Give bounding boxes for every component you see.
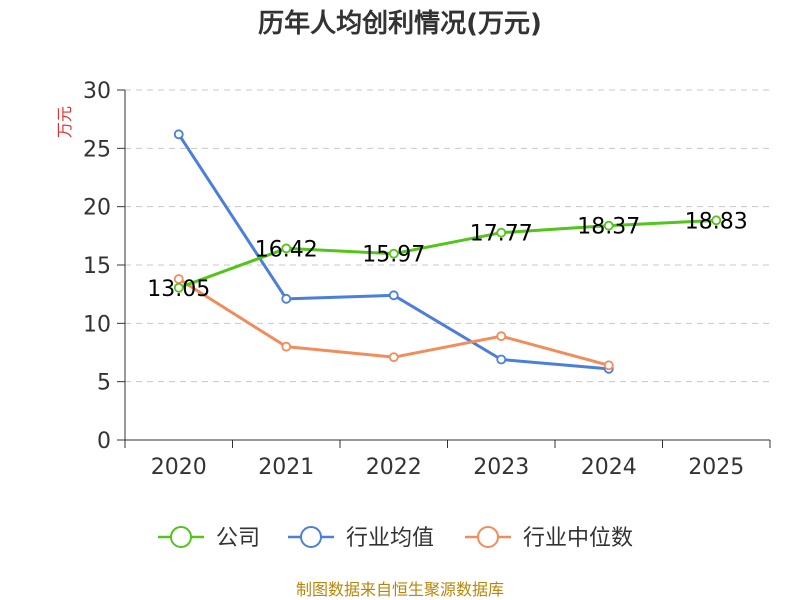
data-point (281, 341, 292, 352)
legend-label: 行业中位数 (523, 526, 633, 551)
x-tick-label: 2024 (581, 455, 637, 480)
data-point (496, 354, 507, 365)
data-point (281, 293, 292, 304)
data-point (388, 352, 399, 363)
y-tick-label: 30 (83, 79, 111, 104)
data-label: 15.97 (362, 243, 425, 268)
x-tick-label: 2020 (151, 455, 207, 480)
y-tick-label: 5 (97, 371, 111, 396)
data-label: 18.37 (577, 215, 640, 240)
data-label: 16.42 (255, 237, 318, 262)
data-point (173, 282, 184, 293)
legend-item[interactable]: 行业中位数 (465, 526, 633, 551)
legend-label: 公司 (216, 526, 260, 551)
legend-marker-icon (477, 526, 499, 548)
x-tick-label: 2021 (258, 455, 314, 480)
data-point (496, 331, 507, 342)
data-point (603, 220, 614, 231)
series-line-company (178, 218, 717, 290)
x-tick-label: 2023 (473, 455, 529, 480)
legend-item[interactable]: 行业均值 (288, 526, 434, 551)
legend-marker-icon (300, 526, 322, 548)
data-point (496, 227, 507, 238)
legend[interactable]: 公司 行业均值 行业中位数 (158, 526, 633, 551)
chart-title: 历年人均创利情况(万元) (258, 8, 542, 39)
y-tick-label: 20 (83, 196, 111, 221)
y-axis-label: 万元 (55, 106, 74, 138)
data-point (603, 360, 614, 371)
source-note: 制图数据来自恒生聚源数据库 (296, 580, 504, 599)
data-label: 18.83 (685, 209, 748, 234)
legend-item[interactable]: 公司 (158, 526, 260, 551)
data-point (388, 248, 399, 259)
data-label: 17.77 (470, 222, 533, 247)
y-tick-label: 0 (97, 429, 111, 454)
y-tick-label: 25 (83, 137, 111, 162)
legend-marker-icon (170, 526, 192, 548)
y-tick-label: 15 (83, 254, 111, 279)
legend-label: 行业均值 (346, 526, 434, 551)
data-label: 13.05 (147, 277, 210, 302)
x-tick-label: 2025 (688, 455, 744, 480)
x-tick-label: 2022 (366, 455, 422, 480)
data-labels: 13.05 16.42 15.97 17.77 18.37 18.83 (147, 209, 747, 301)
grid-lines (125, 89, 770, 383)
data-point (711, 215, 722, 226)
data-point (388, 290, 399, 301)
data-point (281, 243, 292, 254)
y-tick-label: 10 (83, 312, 111, 337)
series-lines (173, 129, 722, 374)
data-point (173, 129, 184, 140)
